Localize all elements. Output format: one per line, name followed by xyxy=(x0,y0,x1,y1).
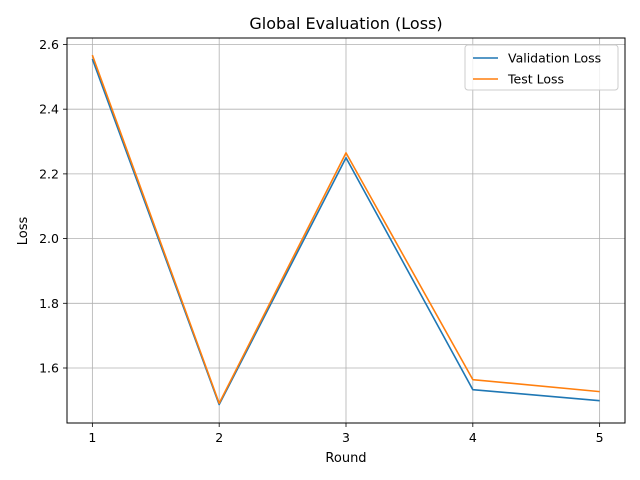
x-tick-label: 4 xyxy=(469,430,477,445)
x-tick-label: 3 xyxy=(342,430,350,445)
grid-lines xyxy=(67,38,625,423)
legend: Validation Loss Test Loss xyxy=(464,44,619,91)
legend-label: Validation Loss xyxy=(508,51,601,66)
y-tick-label: 2.2 xyxy=(39,166,59,181)
legend-label: Test Loss xyxy=(507,72,564,87)
x-tick-label: 1 xyxy=(88,430,96,445)
y-tick-label: 2.4 xyxy=(39,102,59,117)
y-tick-label: 2.0 xyxy=(39,231,59,246)
y-tick-label: 2.6 xyxy=(39,37,59,52)
y-tick-label: 1.8 xyxy=(39,296,59,311)
x-tick-label: 2 xyxy=(215,430,223,445)
x-axis-label: Round xyxy=(325,451,366,466)
legend-box xyxy=(464,44,619,91)
y-tick-label: 1.6 xyxy=(39,361,59,376)
series-lines xyxy=(91,54,600,406)
series-line-test-loss xyxy=(91,54,600,405)
x-axis-ticks: 1 2 3 4 5 xyxy=(88,423,604,445)
x-tick-label: 5 xyxy=(596,430,604,445)
y-axis-label: Loss xyxy=(16,217,31,246)
y-axis-ticks: 1.6 1.8 2.0 2.2 2.4 2.6 xyxy=(39,37,67,376)
chart-title: Global Evaluation (Loss) xyxy=(249,14,442,33)
